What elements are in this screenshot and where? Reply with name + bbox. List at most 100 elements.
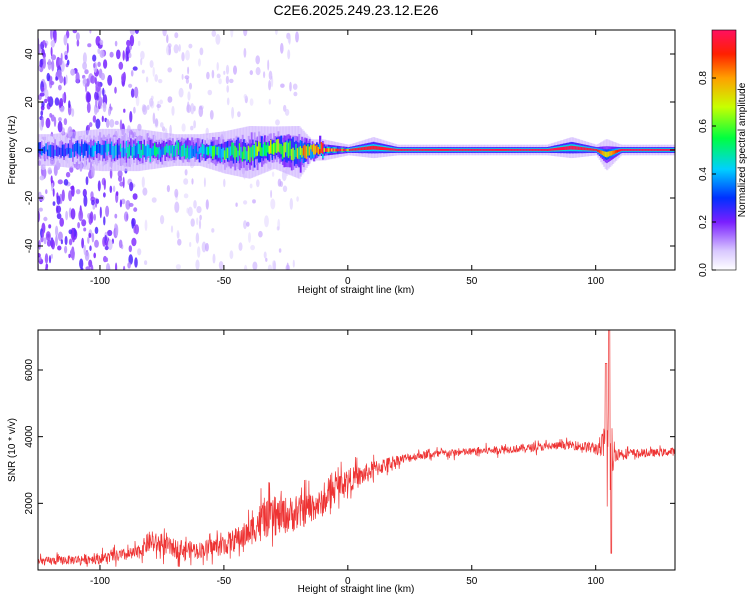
spectrogram-speckle (149, 60, 154, 68)
spectrogram-speckle (248, 232, 251, 243)
spectrogram-ridge-cell (222, 147, 225, 158)
spectrogram-speckle (105, 118, 110, 128)
spectrogram-ridge-cell (390, 148, 393, 151)
spectrogram-ridge-cell (555, 147, 558, 151)
spectrogram-speckle (57, 245, 62, 251)
spectrogram-speckle (137, 248, 142, 256)
spectrogram-ridge-cell (140, 140, 143, 157)
spectrogram-speckle (58, 117, 62, 122)
spectrogram-speckle (86, 102, 91, 114)
spectrogram-speckle (119, 199, 122, 208)
spectrogram-ridge-cell (58, 147, 61, 155)
spectrogram-ridge-cell (265, 145, 268, 157)
spectrogram-speckle (86, 124, 90, 132)
spectrogram-ridge-cell (79, 146, 82, 157)
spectrogram-speckle (189, 82, 192, 90)
spectrogram-speckle (83, 195, 88, 207)
spectrogram-ridge-cell (191, 145, 194, 158)
spectrogram-ridge-cell (502, 149, 505, 151)
spectrogram-ridge-cell (650, 149, 653, 151)
colorbar-frame (711, 29, 737, 271)
spectrogram-speckle (233, 65, 237, 75)
spectrogram-speckle (56, 69, 62, 79)
spectrogram-speckle (121, 198, 126, 205)
spectrogram-ridge-cell (516, 149, 520, 151)
spectrogram-speckle (90, 75, 96, 84)
spectrogram-speckle (38, 240, 41, 250)
spectrogram-ridge-cell (325, 148, 328, 152)
spectrogram-ridge-cell (457, 149, 460, 151)
spectrogram-ridge-cell (84, 142, 87, 156)
spectrogram-ridge-cell (234, 145, 237, 160)
spectrogram-speckle (193, 200, 197, 209)
spectrogram-speckle (45, 231, 51, 241)
spectrogram-speckle (43, 237, 47, 245)
spectrogram-ridge-cell (396, 148, 399, 151)
spectrogram-ridge-cell (664, 149, 667, 151)
spectrogram-ridge-cell (345, 149, 348, 152)
spectrogram-speckle (205, 242, 209, 252)
spectrogram-ridge-cell (524, 149, 527, 151)
spectrogram-ridge-cell (613, 150, 616, 155)
spectrogram-ridge-cell (570, 145, 573, 150)
snr-xtick-label: 50 (466, 576, 478, 587)
spectrogram-speckle (39, 92, 45, 97)
spectrogram-ridge-cell (256, 146, 259, 156)
spectrogram-ridge-cell (93, 145, 96, 157)
spectrogram-ridge-cell (558, 147, 561, 151)
spectrogram-ridge-cell (568, 145, 572, 150)
colorbar: 0.0 0.2 0.4 0.6 0.8 Normalized spectral ampl… (698, 29, 748, 277)
spectrogram-ytick-label: 20 (24, 96, 35, 108)
spectrogram-speckle (58, 101, 62, 108)
spectrogram-ridge-cell (296, 148, 299, 159)
spectrogram-ridge-cell (455, 149, 459, 151)
spectrogram-speckle (218, 261, 224, 270)
spectrogram-ridge-cell (534, 149, 537, 151)
spectrogram-ytick-label: -40 (24, 238, 35, 253)
spectrogram-speckle (83, 244, 86, 255)
spectrogram-ridge-cell (589, 148, 592, 151)
spectrogram-ridge-cell (408, 149, 411, 151)
spectrogram-speckle (265, 257, 268, 262)
colorbar-tick-label: 0.0 (698, 263, 709, 277)
spectrogram-ridge-cell (293, 149, 296, 160)
spectrogram-speckle (84, 69, 89, 75)
spectrogram-speckle (58, 57, 63, 66)
spectrogram-ridge-cell (481, 149, 484, 151)
spectrogram-speckle (75, 189, 81, 195)
spectrogram-speckle (53, 116, 57, 128)
spectrogram-ridge-cell (460, 149, 463, 151)
spectrogram-ridge-cell (458, 149, 462, 151)
spectrogram-speckle (116, 49, 121, 60)
spectrogram-ridge-cell (194, 146, 197, 158)
spectrogram-speckle (70, 68, 76, 76)
spectrogram-ridge-cell (274, 142, 277, 153)
spectrogram-ridge-cell (128, 144, 131, 157)
spectrogram-speckle (44, 98, 48, 103)
spectrogram-ridge-cell (313, 143, 316, 155)
spectrogram-speckle (141, 69, 145, 74)
spectrogram-speckle (187, 206, 193, 217)
spectrogram-ridge-cell (64, 148, 67, 157)
spectrogram-ridge-cell (70, 148, 73, 158)
spectrogram-speckle (50, 175, 53, 184)
spectrogram-speckle (89, 122, 93, 128)
spectrogram-speckle (57, 231, 63, 242)
spectrogram-speckle (128, 202, 134, 207)
spectrogram-speckle (225, 64, 230, 75)
spectrogram-ridge-cell (96, 145, 99, 155)
spectrogram-ridge-cell (264, 142, 267, 156)
spectrogram-xtick-label: 0 (345, 276, 351, 287)
spectrogram-ridge-cell (97, 141, 100, 153)
spectrogram-speckle (186, 104, 192, 114)
spectrogram-speckle (106, 263, 110, 270)
spectrogram-ridge-cell (564, 146, 567, 150)
snr-xtick-label: -100 (90, 576, 110, 587)
spectrogram-speckle (116, 191, 119, 197)
spectrogram-speckle (156, 104, 162, 108)
spectrogram-ridge-cell (75, 142, 78, 152)
spectrogram-ridge-cell (427, 149, 430, 151)
spectrogram-ridge-cell (203, 144, 206, 155)
spectrogram-ridge-cell (522, 149, 525, 151)
spectrogram-ridge-cell (383, 147, 386, 151)
